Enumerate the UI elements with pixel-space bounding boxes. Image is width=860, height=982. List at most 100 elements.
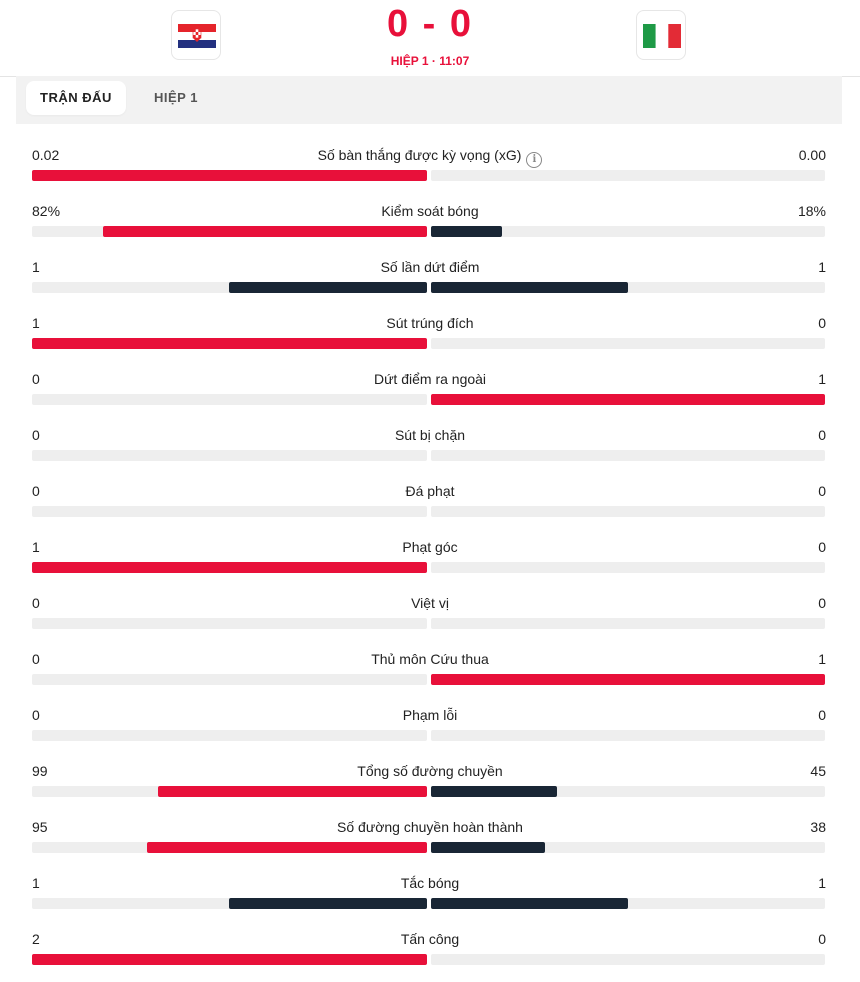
away-stat-bar-fill	[431, 226, 502, 237]
stat-row: 1 Số lần dứt điểm 1	[0, 254, 860, 310]
stat-label-text: Thủ môn Cứu thua	[371, 651, 489, 667]
away-stat-bar-fill	[431, 282, 628, 293]
stat-row: 0 Thủ môn Cứu thua 1	[0, 646, 860, 702]
stat-row: 1 Tắc bóng 1	[0, 870, 860, 926]
stat-label: Số đường chuyền hoàn thành	[200, 818, 660, 836]
away-stat-value: 0	[818, 595, 826, 611]
home-stat-value: 99	[32, 763, 48, 779]
score-separator: -	[422, 3, 438, 45]
away-stat-bar-fill	[431, 674, 825, 685]
home-stat-value: 1	[32, 875, 40, 891]
home-stat-bar-track	[32, 842, 427, 853]
home-stat-bar-fill	[103, 226, 427, 237]
stat-label-text: Sút bị chặn	[394, 427, 466, 443]
stat-row: 0 Việt vị 0	[0, 590, 860, 646]
away-stat-value: 0	[818, 315, 826, 331]
home-stat-value: 0.02	[32, 147, 60, 163]
home-stat-bar-track	[32, 786, 427, 797]
home-stat-bar-fill	[32, 170, 427, 181]
stat-label: Dứt điểm ra ngoài	[200, 370, 660, 388]
home-score: 0	[386, 3, 411, 45]
stat-label: Kiểm soát bóng	[200, 202, 660, 220]
away-score: 0	[449, 3, 474, 45]
away-stat-bar-track	[431, 226, 825, 237]
stat-label-text: Số lần dứt điểm	[380, 259, 480, 275]
home-stat-bar-track	[32, 450, 427, 461]
away-stat-bar-fill	[431, 898, 628, 909]
croatia-flag-icon	[178, 24, 216, 48]
home-stat-value: 0	[32, 371, 40, 387]
home-stat-bar-track	[32, 506, 427, 517]
stat-label-text: Đá phạt	[405, 483, 455, 499]
away-stat-value: 0	[818, 427, 826, 443]
home-stat-bar-track	[32, 394, 427, 405]
away-stat-bar-fill	[431, 394, 825, 405]
away-stat-bar-track	[431, 898, 825, 909]
info-icon[interactable]: i	[526, 152, 543, 168]
stat-row: 1 Sút trúng đích 0	[0, 310, 860, 366]
stat-row: 95 Số đường chuyền hoàn thành 38	[0, 814, 860, 870]
match-status: HIỆP 1 · 11:07	[390, 54, 470, 68]
away-team-flag[interactable]	[636, 10, 686, 60]
home-stat-value: 0	[32, 595, 40, 611]
home-stat-value: 0	[32, 483, 40, 499]
stat-row: 99 Tổng số đường chuyền 45	[0, 758, 860, 814]
away-stat-value: 1	[818, 875, 826, 891]
stat-label: Sút bị chặn	[200, 426, 660, 444]
away-stat-value: 0	[818, 539, 826, 555]
away-stat-bar-track	[431, 674, 825, 685]
stat-label-text: Kiểm soát bóng	[381, 203, 479, 219]
stat-label: Thủ môn Cứu thua	[200, 650, 660, 668]
stat-row: 1 Phạt góc 0	[0, 534, 860, 590]
stat-label: Đá phạt	[200, 482, 660, 500]
home-stat-bar-track	[32, 674, 427, 685]
away-stat-bar-track	[431, 842, 825, 853]
home-stat-value: 1	[32, 259, 40, 275]
stat-label: Số bàn thắng được kỳ vọng (xG) i	[200, 146, 660, 168]
away-stat-bar-track	[431, 282, 825, 293]
home-stat-bar-track	[32, 282, 427, 293]
home-stat-value: 0	[32, 651, 40, 667]
away-stat-value: 0	[818, 707, 826, 723]
away-stat-value: 38	[810, 819, 826, 835]
stat-label-text: Tấn công	[400, 931, 460, 947]
away-stat-value: 1	[818, 651, 826, 667]
away-stat-bar-track	[431, 506, 825, 517]
stat-label-text: Việt vị	[411, 595, 449, 611]
stat-row: 82% Kiểm soát bóng 18%	[0, 198, 860, 254]
stat-label-text: Dứt điểm ra ngoài	[373, 371, 487, 387]
away-stat-bar-track	[431, 338, 825, 349]
stat-label-text: Số bàn thắng được kỳ vọng (xG)	[317, 147, 522, 163]
stat-row: 2 Tấn công 0	[0, 926, 860, 982]
away-stat-value: 1	[818, 259, 826, 275]
stat-label-text: Số đường chuyền hoàn thành	[337, 819, 523, 835]
stat-label: Việt vị	[200, 594, 660, 612]
away-stat-value: 45	[810, 763, 826, 779]
away-stat-bar-fill	[431, 842, 545, 853]
home-stat-bar-track	[32, 730, 427, 741]
tab-match[interactable]: TRẬN ĐẤU	[26, 81, 126, 115]
away-stat-value: 18%	[797, 203, 826, 219]
away-stat-value: 1	[818, 371, 826, 387]
tab-first-half[interactable]: HIỆP 1	[154, 90, 198, 105]
stat-row: 0 Dứt điểm ra ngoài 1	[0, 366, 860, 422]
stat-label-text: Phạm lỗi	[402, 707, 458, 723]
home-stat-value: 95	[32, 819, 48, 835]
away-stat-value: 0	[818, 483, 826, 499]
home-stat-value: 82%	[32, 203, 61, 219]
away-stat-bar-track	[431, 730, 825, 741]
home-stat-bar-fill	[32, 338, 427, 349]
stat-label: Tấn công	[200, 930, 660, 948]
away-stat-bar-track	[431, 618, 825, 629]
stat-row: 0.02 Số bàn thắng được kỳ vọng (xG) i 0.00	[0, 142, 860, 198]
italy-flag-icon	[643, 24, 681, 48]
home-stat-bar-fill	[229, 898, 427, 909]
home-stat-bar-fill	[158, 786, 427, 797]
stat-row: 0 Đá phạt 0	[0, 478, 860, 534]
away-stat-bar-track	[431, 786, 825, 797]
home-team-flag[interactable]	[171, 10, 221, 60]
away-stat-bar-fill	[431, 786, 557, 797]
home-stat-value: 1	[32, 539, 40, 555]
period-tabs: TRẬN ĐẤU HIỆP 1	[16, 76, 842, 124]
home-stat-value: 0	[32, 707, 40, 723]
